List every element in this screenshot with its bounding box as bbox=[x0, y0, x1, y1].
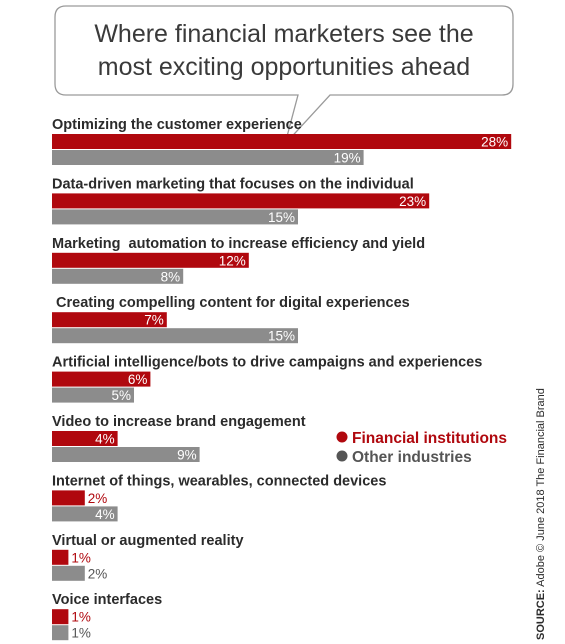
bar-other bbox=[52, 447, 200, 462]
bar-groups: Optimizing the customer experience 28% 19%… bbox=[52, 117, 512, 641]
category-label: Optimizing the customer experience bbox=[52, 117, 302, 133]
bar-other bbox=[52, 328, 298, 344]
value-label-financial: 28% bbox=[481, 135, 508, 150]
chart-title-line-1: Where financial marketers see the bbox=[94, 20, 473, 48]
bar-other bbox=[52, 506, 118, 522]
bar-other bbox=[52, 268, 184, 284]
value-label-other: 15% bbox=[268, 210, 295, 225]
value-label-financial: 1% bbox=[71, 550, 91, 565]
legend-other-marker bbox=[336, 450, 348, 462]
source-text: Adobe © June 2018 The Financial Brand bbox=[535, 388, 547, 589]
value-label-financial: 6% bbox=[128, 372, 148, 387]
bar-financial bbox=[52, 549, 69, 565]
bar-other bbox=[52, 387, 134, 403]
bar-financial bbox=[52, 490, 85, 506]
bar-financial bbox=[52, 134, 512, 149]
value-label-financial: 23% bbox=[399, 194, 426, 209]
value-label-other: 9% bbox=[177, 448, 197, 463]
value-label-other: 8% bbox=[161, 269, 181, 284]
bar-financial bbox=[52, 252, 249, 268]
value-label-other: 2% bbox=[88, 566, 108, 581]
chart-title-line-2: most exciting opportunities ahead bbox=[98, 53, 470, 81]
value-label-financial: 4% bbox=[95, 432, 115, 447]
value-label-financial: 2% bbox=[88, 491, 108, 506]
legend-financial-marker bbox=[336, 431, 348, 443]
value-label-financial: 7% bbox=[144, 313, 164, 328]
value-label-other: 19% bbox=[334, 151, 361, 166]
category-label: Artificial intelligence/bots to drive ca… bbox=[52, 355, 482, 371]
bar-financial bbox=[52, 312, 167, 328]
legend-other-label: Other industries bbox=[352, 449, 472, 466]
bar-financial bbox=[52, 431, 118, 446]
category-label: Video to increase brand engagement bbox=[52, 414, 306, 430]
category-label: Marketing automation to increase efficie… bbox=[52, 236, 425, 252]
bar-financial bbox=[52, 371, 151, 387]
category-label: Creating compelling content for digital … bbox=[52, 295, 410, 311]
value-label-financial: 12% bbox=[219, 253, 246, 268]
value-label-other: 4% bbox=[95, 507, 115, 522]
bar-other bbox=[52, 625, 69, 641]
legend-financial-label: Financial institutions bbox=[352, 430, 507, 447]
source-note: SOURCE: Adobe © June 2018 The Financial … bbox=[535, 388, 547, 640]
value-label-other: 15% bbox=[268, 329, 295, 344]
bar-other bbox=[52, 150, 364, 165]
bar-other bbox=[52, 565, 85, 581]
bar-other bbox=[52, 209, 298, 225]
category-label: Virtual or augmented reality bbox=[52, 533, 244, 549]
bar-financial bbox=[52, 193, 430, 209]
bar-financial bbox=[52, 609, 69, 625]
title-speech-bubble bbox=[54, 5, 514, 145]
category-label: Voice interfaces bbox=[52, 592, 162, 608]
value-label-other: 5% bbox=[111, 388, 131, 403]
source-label: SOURCE: bbox=[535, 589, 547, 640]
category-label: Internet of things, wearables, connected… bbox=[52, 473, 386, 489]
value-label-other: 1% bbox=[71, 626, 91, 641]
category-label: Data-driven marketing that focuses on th… bbox=[52, 176, 414, 192]
value-label-financial: 1% bbox=[71, 610, 91, 625]
